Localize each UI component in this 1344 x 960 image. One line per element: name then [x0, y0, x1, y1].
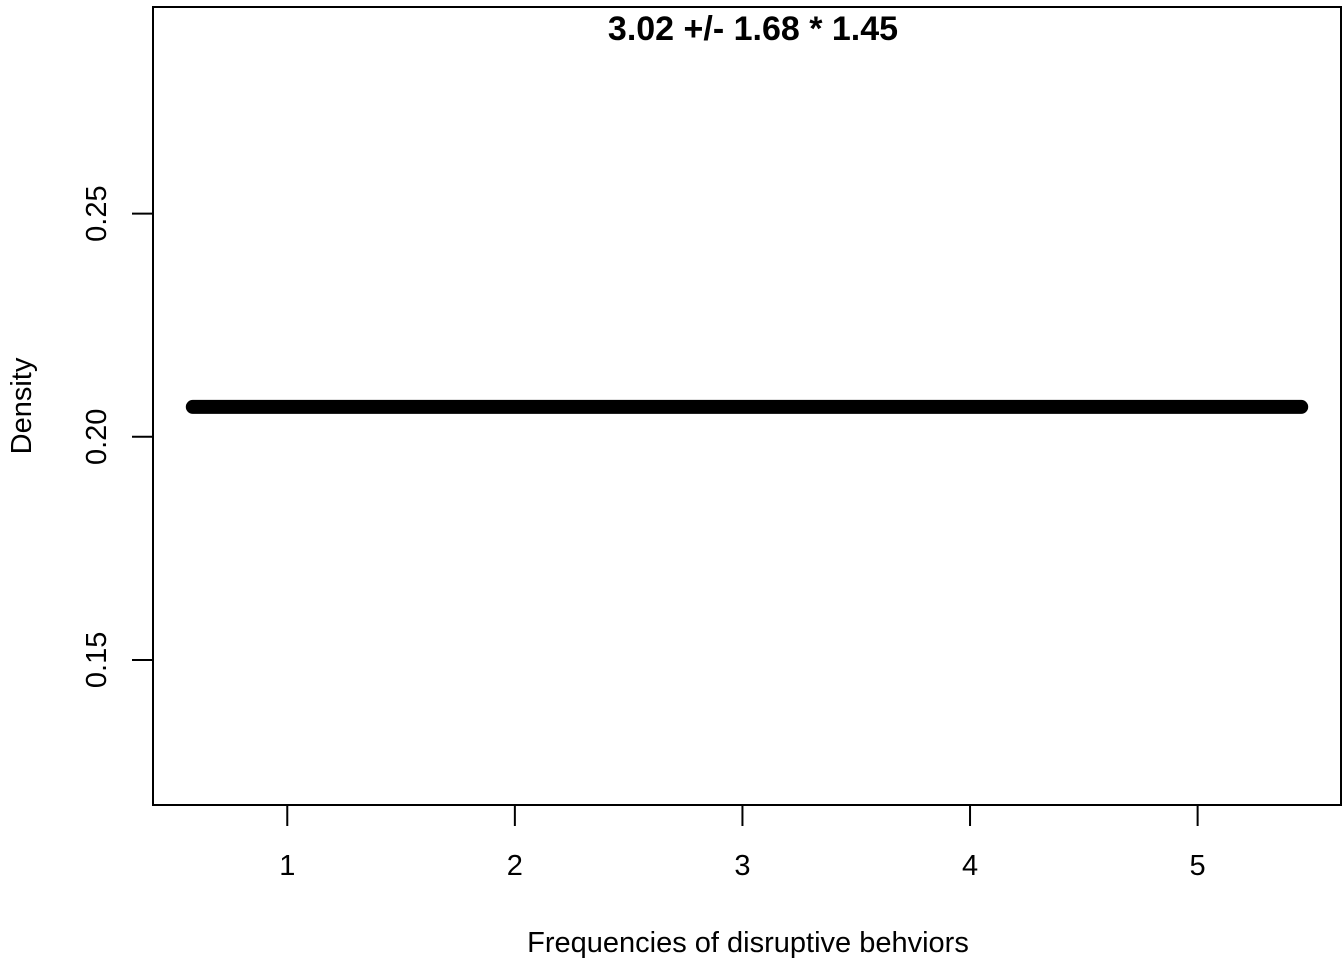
y-tick-label-0: 0.15 [81, 632, 113, 688]
x-tick-label-4: 5 [1190, 850, 1206, 882]
x-tick-label-2: 3 [734, 850, 750, 882]
x-tick-label-0: 1 [279, 850, 295, 882]
x-axis-title: Frequencies of disruptive behviors [527, 927, 969, 959]
chart-title: 3.02 +/- 1.68 * 1.45 [608, 10, 898, 48]
y-axis-title: Density [6, 357, 38, 454]
x-axis: 1 2 3 4 5 [279, 805, 1206, 882]
x-tick-label-1: 2 [507, 850, 523, 882]
plot-frame [152, 6, 1342, 806]
y-tick-label-2: 0.25 [81, 185, 113, 241]
y-tick-label-1: 0.20 [81, 409, 113, 465]
x-tick-label-3: 4 [962, 850, 978, 882]
y-axis: 0.15 0.20 0.25 [81, 185, 153, 688]
